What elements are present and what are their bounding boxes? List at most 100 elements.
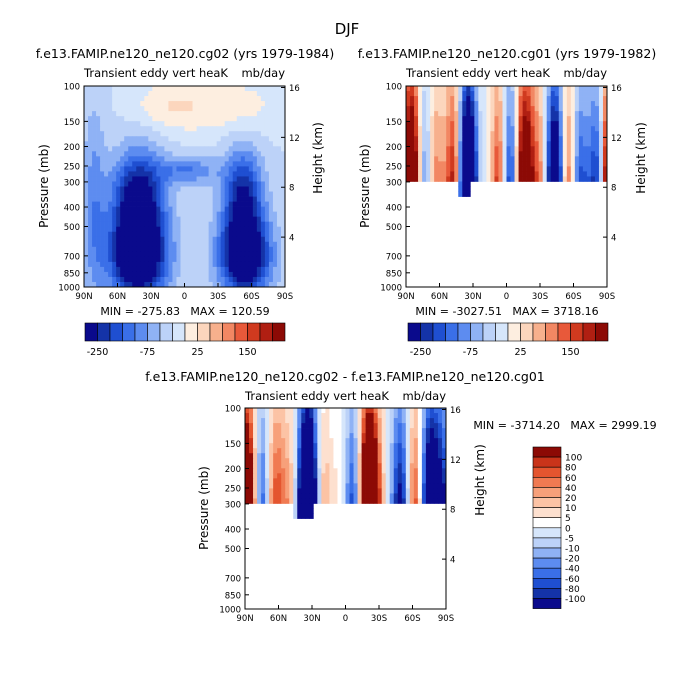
heatmap-cell xyxy=(248,271,254,278)
heatmap-cell xyxy=(208,271,213,278)
heatmap-cell xyxy=(429,473,435,479)
heatmap-cell xyxy=(506,156,511,162)
heatmap-cell xyxy=(413,493,419,499)
heatmap-cell xyxy=(196,181,201,187)
heatmap-cell xyxy=(466,181,471,187)
heatmap-cell xyxy=(313,438,318,444)
heatmap-cell xyxy=(373,498,379,504)
heatmap-cell xyxy=(244,121,250,127)
heatmap-cell xyxy=(212,266,218,273)
heatmap-cell xyxy=(357,448,362,454)
heatmap-cell xyxy=(373,443,379,449)
heatmap-cell xyxy=(353,483,358,489)
heatmap-cell xyxy=(353,448,358,454)
heatmap-cell xyxy=(172,251,177,258)
heatmap-cell xyxy=(104,171,109,177)
heatmap-cell xyxy=(228,141,234,147)
heatmap-cell xyxy=(200,161,205,167)
heatmap-cell xyxy=(92,281,97,288)
heatmap-cell xyxy=(188,256,193,263)
heatmap-cell xyxy=(100,141,105,147)
heatmap-cell xyxy=(538,106,544,112)
heatmap-cell xyxy=(365,493,370,499)
heatmap-cell xyxy=(248,236,254,243)
heatmap-cell xyxy=(502,106,507,112)
heatmap-cell xyxy=(257,493,262,499)
heatmap-cell xyxy=(140,91,145,97)
heatmap-cell xyxy=(164,186,169,192)
heatmap-cell xyxy=(176,126,181,132)
heatmap-cell xyxy=(200,201,205,207)
heatmap-cell xyxy=(148,221,153,228)
heatmap-cell xyxy=(144,156,149,162)
heatmap-cell xyxy=(256,181,262,187)
heatmap-cell xyxy=(96,96,101,102)
heatmap-cell xyxy=(128,196,133,202)
heatmap-cell xyxy=(494,126,499,132)
heatmap-cell xyxy=(172,196,177,202)
heatmap-cell xyxy=(530,141,535,147)
colorbar-label: 40 xyxy=(565,484,577,494)
heatmap-cell xyxy=(365,458,370,464)
heatmap-cell xyxy=(526,126,531,132)
heatmap-cell xyxy=(526,146,531,152)
heatmap-cell xyxy=(466,111,471,117)
heatmap-cell xyxy=(486,161,491,167)
heatmap-cell xyxy=(602,106,608,112)
heatmap-cell xyxy=(434,106,439,112)
heatmap-cell xyxy=(280,241,286,248)
heatmap-cell xyxy=(276,156,282,162)
heatmap-cell xyxy=(433,478,439,484)
heatmap-cell xyxy=(128,126,133,132)
heatmap-cell xyxy=(88,166,93,172)
heatmap-cell xyxy=(369,463,374,469)
heatmap-cell xyxy=(144,231,149,238)
colorbar-swatch xyxy=(532,567,562,579)
heatmap-cell xyxy=(224,281,230,288)
heatmap-cell xyxy=(566,136,572,142)
heatmap-cell xyxy=(321,463,326,469)
heatmap-cell xyxy=(245,408,250,414)
heatmap-cell xyxy=(272,166,278,172)
heatmap-cell xyxy=(276,91,282,97)
heatmap-cell xyxy=(140,256,145,263)
heatmap-cell xyxy=(269,468,274,474)
y-tick-label: 1000 xyxy=(58,284,80,294)
heatmap-cell xyxy=(272,131,278,137)
heatmap-cell xyxy=(313,448,318,454)
heatmap-cell xyxy=(240,176,246,182)
heatmap-cell xyxy=(104,131,109,137)
heatmap-cell xyxy=(285,488,290,494)
heatmap-cell xyxy=(84,271,89,278)
heatmap-cell xyxy=(192,116,197,122)
heatmap-cell xyxy=(180,96,185,102)
heatmap-cell xyxy=(100,181,105,187)
heatmap-cell xyxy=(301,503,306,509)
heatmap-cell xyxy=(441,493,447,499)
heatmap-cell xyxy=(156,221,161,228)
x-tick-label: 90N xyxy=(397,292,414,302)
heatmap-cell xyxy=(92,221,97,228)
heatmap-cell xyxy=(558,141,564,147)
heatmap-cell xyxy=(184,271,189,278)
heatmap-cell xyxy=(180,101,185,107)
heatmap-cell xyxy=(425,433,431,439)
heatmap-cell xyxy=(92,266,97,273)
heatmap-cell xyxy=(132,251,137,258)
heatmap-cell xyxy=(474,146,479,152)
heatmap-cell xyxy=(192,236,197,243)
heatmap-cell xyxy=(224,226,230,233)
heatmap-cell xyxy=(140,206,145,212)
heatmap-cell xyxy=(112,266,117,273)
heatmap-cell xyxy=(272,216,278,223)
heatmap-cell xyxy=(441,448,447,454)
x-tick-label: 90N xyxy=(75,292,92,302)
heatmap-cell xyxy=(490,156,495,162)
heatmap-cell xyxy=(184,206,189,212)
heatmap-cell xyxy=(437,493,443,499)
heatmap-cell xyxy=(220,261,226,268)
heatmap-cell xyxy=(510,86,515,92)
heatmap-cell xyxy=(116,156,121,162)
heatmap-cell xyxy=(184,171,189,177)
heatmap-cell xyxy=(140,96,145,102)
